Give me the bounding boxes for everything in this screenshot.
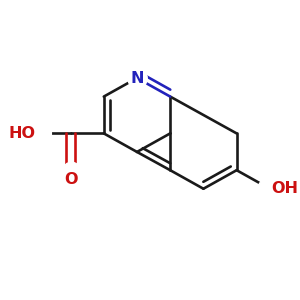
Text: HO: HO [9,126,36,141]
Text: O: O [64,172,77,187]
Text: OH: OH [271,181,298,196]
Text: N: N [130,70,144,86]
